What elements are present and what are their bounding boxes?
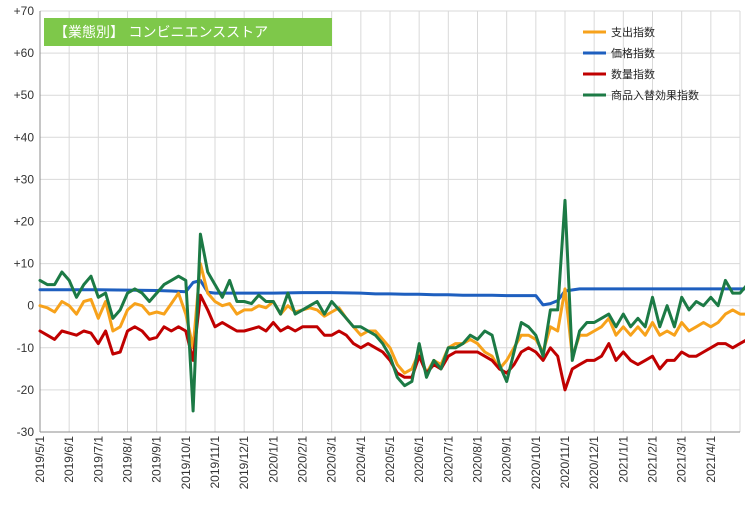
series-line-1 bbox=[38, 278, 745, 307]
y-tick-label-1: -20 bbox=[17, 383, 35, 397]
x-tick-label-3: 2019/8/1 bbox=[121, 436, 135, 483]
x-tick-label-19: 2020/12/1 bbox=[587, 436, 601, 490]
y-tick-label-5: +20 bbox=[14, 215, 35, 229]
x-tick-label-12: 2020/5/1 bbox=[383, 436, 397, 483]
legend-label-2: 数量指数 bbox=[611, 67, 655, 81]
x-tick-label-14: 2020/7/1 bbox=[441, 436, 455, 483]
x-tick-label-7: 2019/12/1 bbox=[237, 436, 251, 490]
x-tick-label-13: 2020/6/1 bbox=[412, 436, 426, 483]
x-tick-label-11: 2020/4/1 bbox=[354, 436, 368, 483]
series-line-0 bbox=[38, 262, 745, 375]
x-tick-label-1: 2019/6/1 bbox=[62, 436, 76, 483]
legend-label-3: 商品入替効果指数 bbox=[611, 88, 699, 102]
x-tick-label-23: 2021/4/1 bbox=[704, 436, 718, 483]
legend-label-0: 支出指数 bbox=[611, 25, 655, 39]
x-tick-label-15: 2020/8/1 bbox=[471, 436, 485, 483]
x-tick-label-18: 2020/11/1 bbox=[558, 436, 572, 489]
x-tick-label-8: 2020/1/1 bbox=[266, 436, 280, 483]
axes bbox=[39, 11, 740, 433]
y-tick-label-6: +30 bbox=[14, 172, 35, 186]
x-tick-label-5: 2019/10/1 bbox=[179, 436, 193, 490]
x-tick-label-16: 2020/9/1 bbox=[500, 436, 514, 483]
y-tick-label-10: +70 bbox=[14, 4, 35, 18]
y-tick-label-4: +10 bbox=[14, 257, 35, 271]
x-tick-label-0: 2019/5/1 bbox=[33, 436, 47, 483]
chart-title-background bbox=[44, 18, 332, 46]
y-tick-labels: -30 -20 -10 0 +10 +20 +30 +40 +50 +60 +70 bbox=[14, 4, 35, 439]
x-tick-labels: 2019/5/1 2019/6/1 2019/7/1 2019/8/1 2019/9/1… bbox=[33, 436, 718, 490]
x-tick-label-22: 2021/3/1 bbox=[675, 436, 689, 483]
x-tick-label-6: 2019/11/1 bbox=[208, 436, 222, 489]
series-lines bbox=[38, 198, 745, 413]
x-tick-label-4: 2019/9/1 bbox=[150, 436, 164, 483]
y-tick-label-9: +60 bbox=[14, 46, 35, 60]
x-tick-label-20: 2021/1/1 bbox=[616, 436, 630, 483]
x-tick-label-2: 2019/7/1 bbox=[91, 436, 105, 483]
y-tick-label-0: -30 bbox=[17, 425, 35, 439]
chart-title: 【業態別】 コンビニエンスストア bbox=[54, 25, 268, 41]
chart-title-box: 【業態別】 コンビニエンスストア bbox=[44, 18, 332, 46]
x-tick-label-9: 2020/2/1 bbox=[296, 436, 310, 483]
y-tick-label-7: +40 bbox=[14, 130, 35, 144]
series-line-3 bbox=[38, 198, 745, 413]
y-tick-label-3: 0 bbox=[27, 299, 34, 313]
x-tick-label-17: 2020/10/1 bbox=[529, 436, 543, 490]
legend-label-1: 価格指数 bbox=[611, 46, 655, 60]
y-tick-label-8: +50 bbox=[14, 88, 35, 102]
series-line-2 bbox=[38, 293, 745, 392]
y-tick-label-2: -10 bbox=[17, 341, 35, 355]
x-tick-label-10: 2020/3/1 bbox=[325, 436, 339, 483]
x-tick-label-21: 2021/2/1 bbox=[646, 436, 660, 483]
